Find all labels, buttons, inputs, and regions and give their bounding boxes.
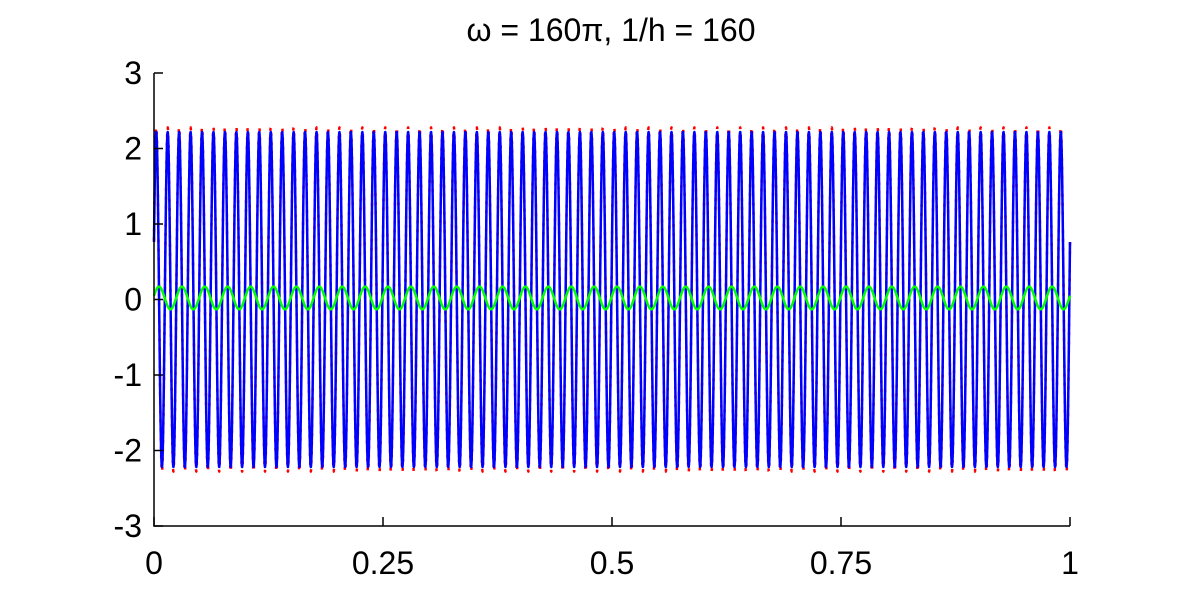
series-layer (152, 126, 1072, 473)
x-tick-label: 1 (1061, 545, 1079, 581)
y-tick-label: 1 (124, 206, 142, 242)
y-tick-label: 3 (124, 55, 142, 91)
y-tick-label: -3 (114, 508, 142, 544)
x-tick-label: 0.5 (590, 545, 634, 581)
x-tick-label: 0.25 (352, 545, 414, 581)
axes: -3 -2 -1 0 1 2 3 0 0.25 0.5 0.75 1 (114, 55, 1079, 581)
y-tick-label: -1 (114, 357, 142, 393)
y-tick-label: -2 (114, 433, 142, 469)
x-tick-label: 0.75 (810, 545, 872, 581)
y-tick-label: 0 (124, 282, 142, 318)
series-line-2 (152, 285, 1072, 311)
series-line-1 (152, 130, 1072, 469)
chart-title: ω = 160π, 1/h = 160 (466, 12, 755, 48)
x-tick-label: 0 (145, 545, 163, 581)
y-tick-label: 2 (124, 131, 142, 167)
